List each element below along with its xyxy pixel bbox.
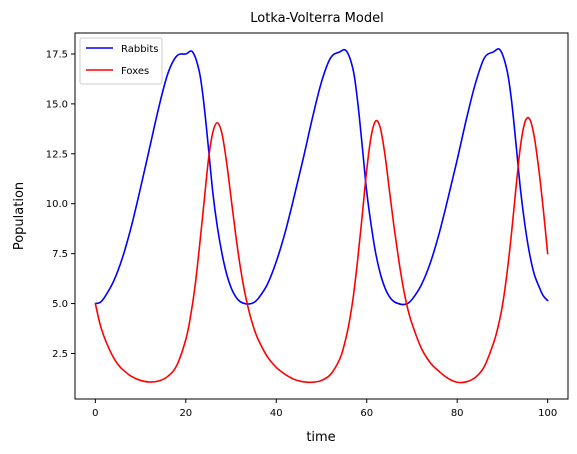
series-layer [94, 48, 549, 384]
x-tick-label: 100 [538, 408, 557, 419]
x-axis-ticks: 0 20 40 60 80 100 [92, 399, 557, 419]
series-line-foxes [94, 116, 549, 384]
x-tick-label: 80 [451, 408, 464, 419]
y-tick-label: 12.5 [46, 149, 68, 160]
x-tick-label: 40 [270, 408, 283, 419]
legend: Rabbits Foxes [79, 37, 163, 85]
y-axis-label: Population [12, 182, 27, 250]
axes-frame [74, 32, 569, 400]
y-tick-label: 5.0 [52, 299, 68, 310]
y-axis-ticks: 2.5 5.0 7.5 10.0 12.5 15.0 17.5 [46, 49, 75, 360]
y-tick-label: 10.0 [46, 199, 68, 210]
legend-label-foxes: Foxes [121, 66, 149, 77]
y-tick-label: 7.5 [52, 249, 68, 260]
y-tick-label: 15.0 [46, 99, 68, 110]
y-tick-label: 2.5 [52, 349, 68, 360]
x-tick-label: 20 [179, 408, 192, 419]
x-tick-label: 60 [360, 408, 373, 419]
x-axis-label: time [306, 430, 335, 445]
y-tick-label: 17.5 [46, 49, 68, 60]
chart-title: Lotka-Volterra Model [250, 11, 383, 26]
legend-label-rabbits: Rabbits [121, 44, 158, 55]
x-tick-label: 0 [92, 408, 98, 419]
plot-area [74, 32, 569, 400]
series-line-rabbits [94, 48, 549, 306]
legend-box [79, 37, 163, 85]
